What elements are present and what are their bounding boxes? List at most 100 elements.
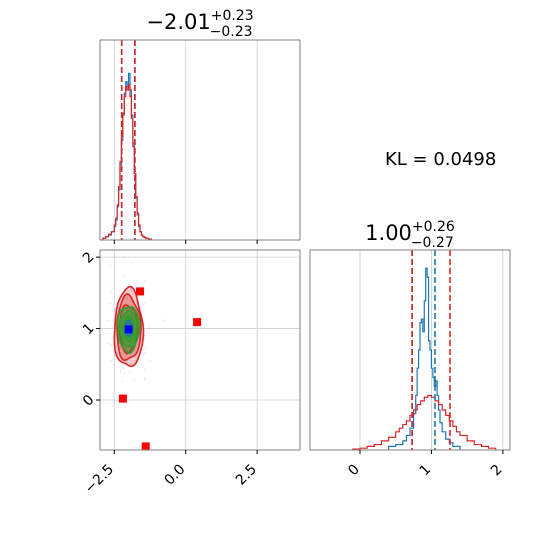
sample-point: [120, 362, 122, 364]
marker-square-3: [141, 442, 150, 451]
sample-point: [124, 358, 126, 360]
title-lower-error: −0.27: [411, 235, 454, 251]
y-tick-labels: 0 1 2: [80, 249, 100, 410]
grid-lines: [113, 40, 258, 240]
sample-point: [130, 300, 133, 302]
marker-square-2: [118, 394, 127, 403]
sample-point: [141, 300, 143, 302]
sample-point: [130, 289, 132, 291]
sample-point: [110, 291, 113, 293]
title-upper-error: +0.23: [211, 8, 254, 24]
sample-point: [129, 363, 132, 365]
sample-point: [133, 351, 135, 353]
sample-point: [122, 368, 125, 370]
sample-point: [128, 304, 130, 306]
x-tick-label: 2: [488, 462, 506, 480]
sample-point: [144, 346, 146, 348]
panel-frame: [309, 249, 511, 451]
histogram-series: [352, 267, 497, 450]
sample-point: [135, 284, 138, 286]
sample-point: [122, 352, 124, 354]
sample-point: [125, 354, 127, 357]
sample-point: [123, 257, 125, 259]
x-tick-label: 0: [345, 462, 363, 480]
x-tick-label: 2.5: [233, 462, 260, 489]
sample-point: [163, 319, 165, 321]
sample-point: [143, 280, 146, 282]
title-lower-error: −0.23: [210, 24, 253, 40]
sample-point: [113, 314, 116, 316]
sample-point: [121, 380, 124, 383]
quantile-lines: [120, 40, 136, 240]
sample-point: [143, 348, 145, 351]
sample-point: [144, 331, 146, 333]
sample-point: [144, 378, 146, 380]
sample-point: [124, 372, 126, 374]
y-tick-label: 0: [80, 392, 98, 410]
sample-point: [129, 371, 131, 373]
sample-point: [120, 363, 123, 365]
sample-point: [138, 295, 140, 297]
sample-point: [144, 337, 146, 340]
sample-point: [130, 262, 132, 264]
x-tick-labels: 0 1 2: [345, 450, 506, 480]
sample-point: [120, 352, 122, 354]
sample-point: [144, 352, 146, 354]
sample-point: [119, 300, 122, 303]
sample-point: [120, 372, 122, 374]
sample-point: [107, 342, 109, 345]
sample-point: [116, 353, 119, 355]
sample-point: [143, 369, 146, 371]
sample-point: [120, 289, 122, 291]
sample-point: [150, 299, 152, 301]
sample-point: [113, 309, 116, 311]
panel-title-y: 1.00+0.26 −0.27: [365, 219, 455, 251]
x-tick-label: −2.5: [82, 462, 117, 497]
x-tick-marks: [113, 240, 258, 244]
sample-point: [148, 325, 150, 327]
sample-point: [119, 346, 122, 348]
sample-point: [111, 320, 114, 322]
quantile-lines: [411, 250, 451, 450]
panel-frame: [99, 39, 301, 241]
sample-point: [116, 358, 118, 361]
sample-point: [139, 304, 141, 307]
sample-point: [107, 319, 109, 322]
title-value: −2.01: [146, 10, 210, 34]
sample-point: [132, 362, 134, 364]
histogram-line-1: [352, 394, 497, 450]
title-value: 1.00: [365, 221, 412, 245]
sample-point: [122, 275, 125, 277]
sample-point: [103, 402, 105, 405]
sample-point: [135, 358, 137, 360]
histogram-line-1: [102, 84, 153, 240]
sample-point: [110, 343, 113, 346]
histogram-line-0: [387, 267, 461, 450]
sample-point: [109, 303, 111, 305]
sample-point: [144, 302, 146, 304]
sample-point: [143, 378, 146, 381]
sample-point: [126, 296, 128, 298]
histogram-panel-x: −2.01+0.23 −0.23: [99, 8, 301, 244]
x-tick-label: 1: [417, 462, 435, 480]
x-tick-labels: −2.5 0.0 2.5: [82, 450, 260, 497]
sample-point: [130, 362, 132, 365]
y-tick-label: 1: [80, 320, 98, 338]
histogram-series: [102, 72, 153, 240]
panel-frame: [99, 249, 301, 451]
marker-square-4: [124, 325, 133, 334]
sample-point: [145, 288, 147, 290]
marker-square-1: [193, 318, 202, 327]
panel-title-x: −2.01+0.23 −0.23: [146, 8, 253, 40]
sample-point: [123, 364, 126, 366]
scatter-markers: [118, 287, 202, 451]
histogram-panel-y: 0 1 2 1.00+0.26 −0.27: [309, 219, 511, 480]
sample-point: [133, 379, 136, 381]
sample-point: [109, 265, 111, 267]
sample-point: [130, 289, 132, 291]
sample-point: [121, 376, 123, 378]
sample-point: [143, 323, 145, 325]
sample-point: [111, 282, 113, 284]
histogram-line-0: [102, 72, 153, 240]
